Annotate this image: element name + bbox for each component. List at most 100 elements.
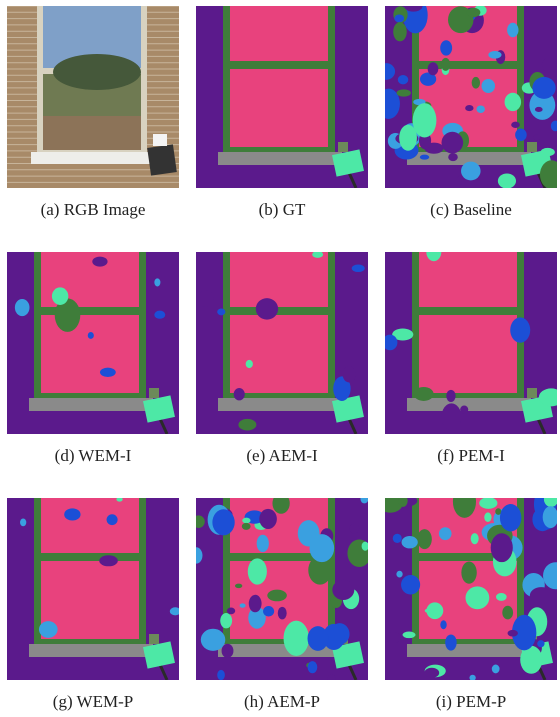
noise-region [550,120,557,132]
panel [385,252,557,434]
board-class [332,395,364,423]
noise-region [495,592,507,601]
sill-class [407,644,531,657]
noise-region [441,131,464,154]
noise-region [393,22,407,42]
noise-region [64,508,81,521]
noise-region [538,388,557,407]
noise-region [242,517,251,524]
sill-class [29,398,153,411]
noise-region [394,14,405,23]
noise-region [217,308,226,316]
panel [385,6,557,188]
noise-region [259,508,277,529]
noise-region [465,586,490,610]
noise-region [490,533,513,563]
board-class [143,641,175,669]
noise-region [484,512,492,523]
noise-region [399,124,417,151]
noise-region [397,75,409,85]
card-class [149,388,159,398]
noise-region [402,631,416,639]
panel [196,252,368,434]
noise-region [488,50,502,59]
noise-region [507,22,519,38]
noise-region [532,76,556,99]
noise-region [175,498,179,503]
panel-caption: (i) PEM-P [436,692,506,711]
noise-region [169,607,179,616]
noise-region [349,523,360,534]
card-class [149,634,159,644]
noise-region [342,366,356,383]
noise-region [502,605,514,620]
pane-class [419,315,517,393]
noise-region [360,498,368,504]
pane-class [419,252,517,307]
noise-region [491,664,500,674]
card-class [527,388,537,398]
trees [53,54,141,90]
noise-region [197,290,214,307]
noise-region [226,607,236,615]
noise-region [312,252,324,258]
noise-region [99,367,116,377]
noise-region [392,328,414,341]
noise-region [87,332,94,339]
noise-region [510,317,531,343]
pane-class [41,315,139,393]
noise-region [534,106,543,113]
noise-region [385,631,401,644]
board-class [143,395,175,423]
noise-region [461,161,481,181]
noise-region [154,310,166,319]
pane-class [41,498,139,553]
noise-region [217,669,225,680]
noise-region [426,602,444,620]
noise-region [327,674,336,680]
card-class [527,142,537,152]
noise-region [333,376,351,401]
noise-region [541,57,557,73]
panel-caption: (b) GT [259,200,306,219]
noise-region [515,128,527,142]
noise-region [504,92,522,112]
sill [31,152,153,164]
noise-region [351,264,365,273]
noise-region [460,405,469,414]
noise-region [248,594,262,613]
noise-region [445,634,457,651]
board-class [332,149,364,177]
noise-region [520,645,543,674]
noise-region [476,105,485,113]
noise-region [51,287,69,305]
noise-region [511,614,537,651]
noise-region [322,623,345,651]
pane-class [230,69,328,147]
noise-region [440,40,453,56]
noise-region [417,529,432,550]
noise-region [401,575,421,595]
panel-caption: (f) PEM-I [437,446,505,465]
noise-region [233,388,245,401]
noise-region [263,606,275,617]
pane-class [230,315,328,393]
noise-region [272,498,290,514]
pane-class [230,6,328,61]
ground [43,116,141,150]
noise-region [238,418,257,431]
panel-caption: (c) Baseline [430,200,512,219]
noise-region [511,121,520,128]
panel [385,498,557,680]
panel [7,6,179,188]
noise-region [196,547,203,564]
noise-region [54,298,81,332]
noise-region [542,506,557,529]
noise-region [385,88,400,119]
noise-region [234,583,243,589]
sill-class [218,398,342,411]
sill-class [29,644,153,657]
noise-region [424,667,440,678]
sill-class [407,398,531,411]
noise-region [404,6,423,12]
